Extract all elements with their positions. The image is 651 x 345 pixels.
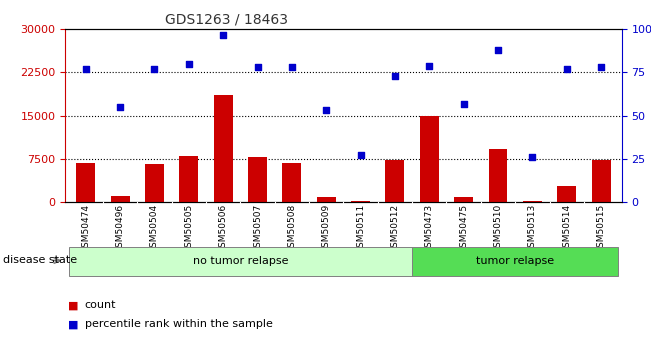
Point xyxy=(81,66,91,72)
Bar xyxy=(214,96,232,202)
Text: GSM50506: GSM50506 xyxy=(219,204,228,253)
Bar xyxy=(145,165,164,202)
Text: GSM50511: GSM50511 xyxy=(356,204,365,253)
Text: GSM50505: GSM50505 xyxy=(184,204,193,253)
Bar xyxy=(488,149,508,202)
Point xyxy=(493,47,503,53)
Point xyxy=(562,66,572,72)
Point xyxy=(253,65,263,70)
Point xyxy=(321,108,331,113)
Point xyxy=(115,104,125,110)
Point xyxy=(458,101,469,106)
Text: GSM50512: GSM50512 xyxy=(391,204,400,253)
Bar xyxy=(317,197,336,202)
Text: disease state: disease state xyxy=(3,256,77,265)
Bar xyxy=(111,196,130,202)
Bar xyxy=(523,201,542,202)
Bar xyxy=(420,116,439,202)
Text: ■: ■ xyxy=(68,300,79,310)
Text: GSM50510: GSM50510 xyxy=(493,204,503,253)
Bar xyxy=(248,157,267,202)
FancyBboxPatch shape xyxy=(412,247,618,276)
Text: GSM50513: GSM50513 xyxy=(528,204,537,253)
Bar xyxy=(385,160,404,202)
Bar xyxy=(351,201,370,202)
Text: percentile rank within the sample: percentile rank within the sample xyxy=(85,319,273,329)
Bar xyxy=(454,197,473,202)
Bar xyxy=(283,163,301,202)
Text: GSM50496: GSM50496 xyxy=(116,204,124,253)
Point xyxy=(184,61,194,67)
Bar xyxy=(557,186,576,202)
Text: ■: ■ xyxy=(68,319,79,329)
Text: no tumor relapse: no tumor relapse xyxy=(193,256,288,266)
Text: GSM50514: GSM50514 xyxy=(562,204,571,253)
Bar xyxy=(179,156,199,202)
Point xyxy=(390,73,400,79)
Bar xyxy=(592,160,611,202)
Point xyxy=(149,66,159,72)
Text: GSM50507: GSM50507 xyxy=(253,204,262,253)
Text: GSM50475: GSM50475 xyxy=(459,204,468,253)
Point xyxy=(424,63,434,68)
Text: GSM50473: GSM50473 xyxy=(425,204,434,253)
Point xyxy=(527,154,538,160)
FancyBboxPatch shape xyxy=(68,247,412,276)
Text: GSM50515: GSM50515 xyxy=(596,204,605,253)
Text: GSM50509: GSM50509 xyxy=(322,204,331,253)
Point xyxy=(218,32,229,37)
Bar xyxy=(76,163,95,202)
Point xyxy=(355,152,366,158)
Text: GSM50504: GSM50504 xyxy=(150,204,159,253)
Point xyxy=(596,65,606,70)
Text: count: count xyxy=(85,300,116,310)
Text: GSM50508: GSM50508 xyxy=(287,204,296,253)
Point xyxy=(286,65,297,70)
Text: tumor relapse: tumor relapse xyxy=(476,256,554,266)
Text: GDS1263 / 18463: GDS1263 / 18463 xyxy=(165,13,288,27)
Text: GSM50474: GSM50474 xyxy=(81,204,90,253)
